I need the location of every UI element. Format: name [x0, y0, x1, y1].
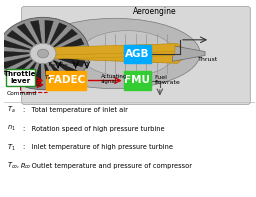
Polygon shape [56, 57, 85, 67]
Text: :   Rotation speed of high pressure turbine: : Rotation speed of high pressure turbin… [23, 126, 165, 132]
Text: :   Inlet temperature of high pressure turbine: : Inlet temperature of high pressure tur… [23, 144, 173, 150]
FancyBboxPatch shape [124, 45, 151, 63]
Text: $T_{co},p_{co}$: $T_{co},p_{co}$ [7, 161, 31, 171]
Polygon shape [44, 64, 56, 87]
Polygon shape [45, 20, 53, 43]
FancyBboxPatch shape [124, 71, 151, 90]
Polygon shape [8, 60, 33, 78]
Polygon shape [172, 46, 205, 61]
Polygon shape [49, 63, 69, 84]
Text: AGB: AGB [125, 49, 150, 59]
FancyBboxPatch shape [22, 7, 250, 104]
Text: Command: Command [7, 91, 37, 96]
Text: FMU: FMU [124, 75, 150, 85]
Polygon shape [30, 20, 42, 43]
Text: $T_a$: $T_a$ [7, 105, 15, 115]
FancyBboxPatch shape [6, 69, 35, 86]
Text: $T_{co},P_{co}$: $T_{co},P_{co}$ [47, 60, 69, 69]
Text: :   Outlet temperature and pressure of compressor: : Outlet temperature and pressure of com… [23, 163, 192, 169]
Text: FADEC: FADEC [48, 75, 85, 85]
Ellipse shape [80, 31, 174, 76]
Text: $T_1$: $T_1$ [7, 142, 15, 152]
Polygon shape [40, 48, 175, 59]
Circle shape [37, 49, 49, 58]
Text: Fuel
flowrate: Fuel flowrate [155, 74, 180, 85]
Text: $n_1$: $n_1$ [7, 124, 15, 133]
Polygon shape [17, 24, 37, 44]
Text: Aeroengine: Aeroengine [133, 7, 177, 16]
Text: $T_a$: $T_a$ [44, 73, 52, 82]
Text: Thrust: Thrust [198, 57, 218, 62]
Text: Actuating
signal: Actuating signal [101, 73, 127, 84]
Polygon shape [0, 51, 29, 58]
FancyBboxPatch shape [46, 71, 87, 90]
Polygon shape [7, 30, 33, 47]
Polygon shape [19, 62, 36, 84]
Text: :   Total temperature of inlet air: : Total temperature of inlet air [23, 107, 128, 113]
Circle shape [30, 43, 56, 64]
Polygon shape [56, 38, 84, 51]
Text: $n_1$: $n_1$ [72, 61, 80, 69]
Polygon shape [53, 60, 79, 77]
Polygon shape [2, 56, 30, 69]
Ellipse shape [29, 18, 200, 89]
Text: Throttle
lever: Throttle lever [4, 71, 37, 84]
Circle shape [0, 17, 90, 90]
Polygon shape [1, 40, 30, 50]
Polygon shape [54, 29, 78, 47]
Polygon shape [33, 64, 41, 87]
Polygon shape [50, 23, 67, 45]
Polygon shape [40, 44, 175, 56]
Text: $T_1$: $T_1$ [83, 60, 91, 69]
Polygon shape [46, 44, 185, 63]
Polygon shape [57, 49, 86, 56]
